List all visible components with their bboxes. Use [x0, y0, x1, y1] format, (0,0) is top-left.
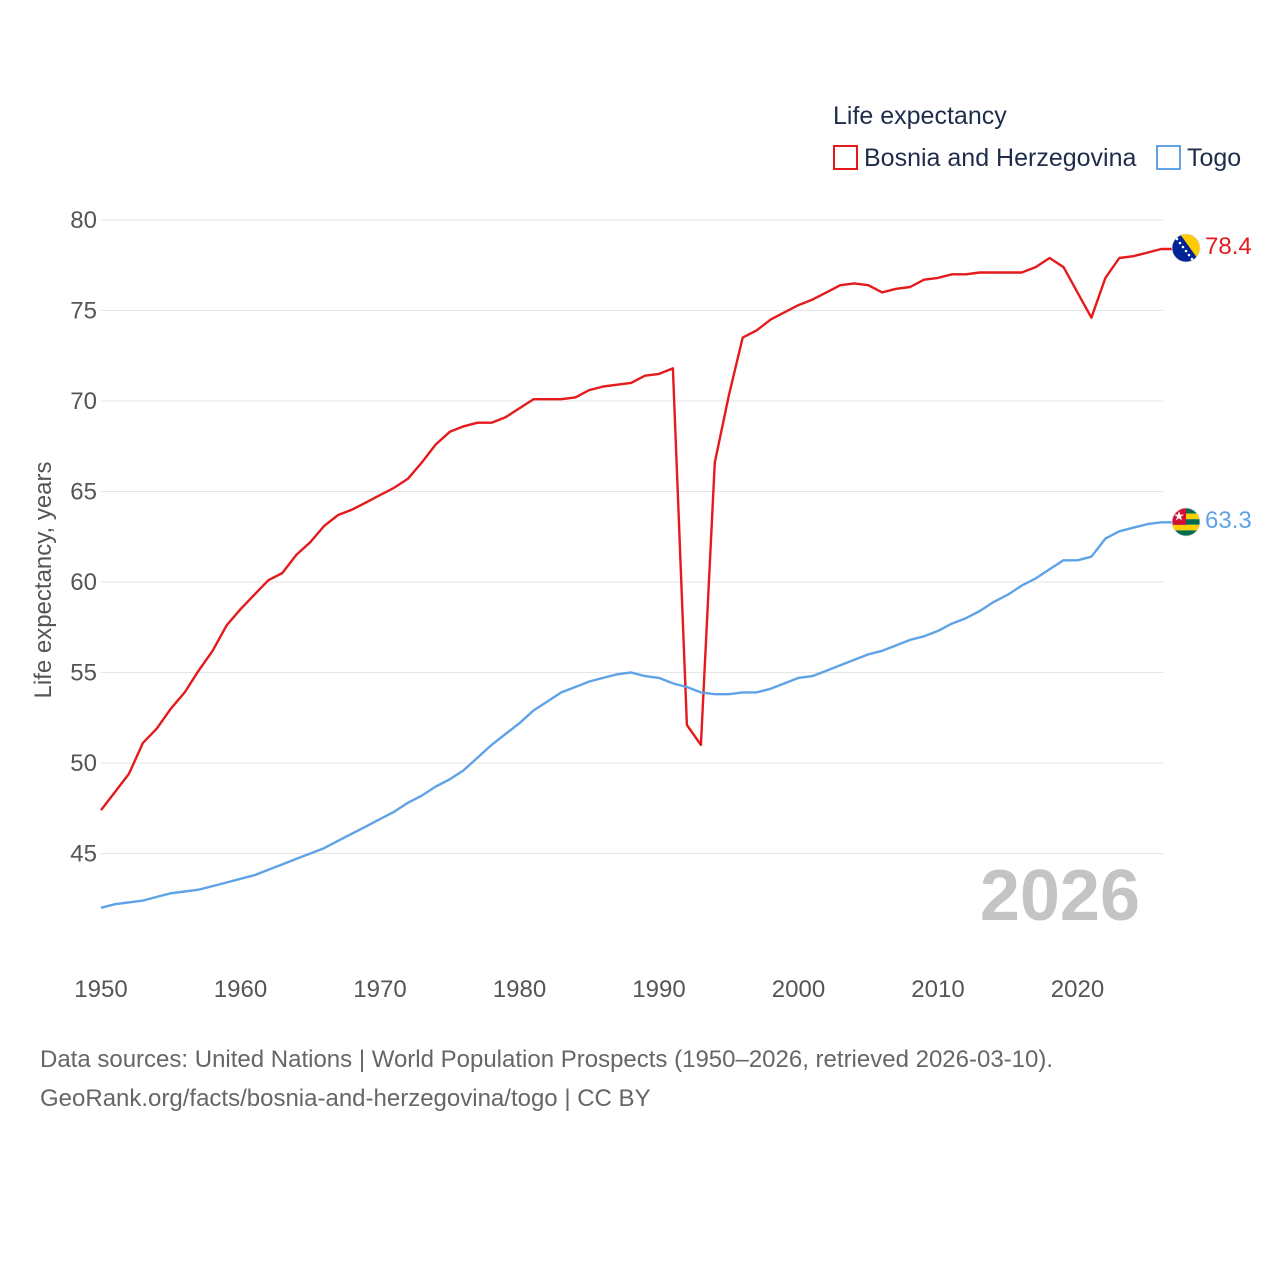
legend-swatch-bosnia — [833, 145, 858, 170]
y-tick-label-80: 80 — [70, 207, 97, 234]
x-tick-label-1950: 1950 — [74, 976, 127, 1003]
life-expectancy-chart: 45 50 55 60 65 70 75 80 1950 1960 1970 1980 1990 200… — [30, 102, 1252, 1003]
legend-title: Life expectancy — [833, 102, 1007, 130]
end-value-bosnia: 78.4 — [1205, 233, 1252, 260]
y-axis-label: Life expectancy, years — [30, 461, 57, 698]
bosnia-flag-icon — [1171, 233, 1201, 263]
legend-label-togo: Togo — [1187, 144, 1241, 172]
y-axis-ticks: 45 50 55 60 65 70 75 80 — [70, 207, 97, 868]
data-source-note: Data sources: United Nations | World Pop… — [40, 1046, 1054, 1073]
y-tick-label-45: 45 — [70, 841, 97, 868]
x-axis-ticks: 1950 1960 1970 1980 1990 2000 2010 2020 — [74, 976, 1104, 1003]
grid-lines — [101, 219, 1163, 854]
y-tick-label-50: 50 — [70, 750, 97, 777]
y-tick-label-70: 70 — [70, 388, 97, 415]
y-tick-label-75: 75 — [70, 298, 97, 325]
y-tick-label-60: 60 — [70, 569, 97, 596]
series-line-togo — [100, 521, 1173, 909]
legend: Life expectancy Bosnia and Herzegovina T… — [833, 102, 1241, 172]
x-tick-label-1990: 1990 — [632, 976, 685, 1003]
legend-label-bosnia: Bosnia and Herzegovina — [864, 144, 1136, 172]
x-tick-label-1970: 1970 — [353, 976, 406, 1003]
y-tick-label-55: 55 — [70, 660, 97, 687]
x-tick-label-2020: 2020 — [1051, 976, 1104, 1003]
togo-flag-icon — [1171, 507, 1201, 537]
attribution-link[interactable]: GeoRank.org/facts/bosnia-and-herzegovina… — [40, 1085, 651, 1112]
x-tick-label-2000: 2000 — [772, 976, 825, 1003]
series-line-bosnia — [100, 247, 1173, 811]
y-tick-label-65: 65 — [70, 479, 97, 506]
x-tick-label-1960: 1960 — [214, 976, 267, 1003]
current-year-watermark: 2026 — [980, 856, 1140, 936]
series-lines — [100, 247, 1173, 909]
x-tick-label-2010: 2010 — [911, 976, 964, 1003]
x-tick-label-1980: 1980 — [493, 976, 546, 1003]
end-value-togo: 63.3 — [1205, 507, 1252, 534]
legend-swatch-togo — [1156, 145, 1181, 170]
